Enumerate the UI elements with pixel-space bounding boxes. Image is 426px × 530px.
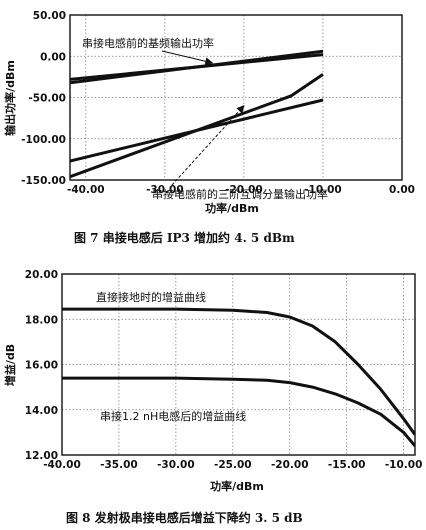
chart-ip3-annotation-2: 串接电感前的三阶互调分量输出功率 <box>152 187 328 201</box>
chart-gain-y-tick-label: 14.00 <box>25 405 58 417</box>
chart-ip3-y-tick-label: -150.00 <box>21 175 66 187</box>
chart-ip3-x-tick-label: -40.00 <box>67 184 105 196</box>
chart-ip3-y-tick-label: 50.00 <box>33 10 66 22</box>
chart-ip3-frame <box>69 14 403 181</box>
chart-ip3-y-tick-label: -100.00 <box>21 134 66 146</box>
chart-gain-x-tick-label: -20.00 <box>271 459 309 471</box>
chart-ip3-grid <box>70 15 402 180</box>
chart-gain-x-tick-label: -25.00 <box>214 459 252 471</box>
chart-gain-y-tick-label: 16.00 <box>25 360 58 372</box>
chart-ip3-caption: 图 7 串接电感后 IP3 增加约 4. 5 dBm <box>74 230 295 245</box>
chart-ip3-y-axis-label: 输出功率/dBm <box>3 60 17 136</box>
chart-gain-y-tick-label: 18.00 <box>25 314 58 326</box>
chart-gain-series-line-2 <box>62 376 415 447</box>
chart-gain-annotation-2: 串接1.2 nH电感后的增益曲线 <box>100 409 246 423</box>
chart-ip3-annotation-1: 串接电感前的基频输出功率 <box>82 36 214 50</box>
chart-ip3-y-tick-label: -50.00 <box>28 93 66 105</box>
chart-gain-x-tick-label: -30.00 <box>157 459 195 471</box>
chart-ip3: -40.00 -30.00 -20.00 -10.00 0.00 -150.00 -100… <box>3 10 415 245</box>
chart-ip3-x-tick-label: -30.00 <box>146 184 184 196</box>
chart-ip3-y-ticks: -150.00 -100.00 -50.00 0.00 50.00 <box>21 10 66 187</box>
chart-gain-grid <box>62 274 415 455</box>
chart-ip3-annotation-arrow-2 <box>171 105 245 186</box>
chart-ip3-series-line-2 <box>70 49 324 85</box>
chart-gain-x-tick-label: -15.00 <box>328 459 366 471</box>
chart-gain-x-tick-label: -40.00 <box>43 459 81 471</box>
chart-gain-caption: 图 8 发射极串接电感后增益下降约 3. 5 dB <box>66 510 303 525</box>
chart-gain-series-line-1 <box>62 307 415 436</box>
chart-ip3-series-group <box>70 49 324 179</box>
chart-gain-x-tick-label: -10.00 <box>385 459 423 471</box>
chart-ip3-y-tick-label: 0.00 <box>40 51 66 63</box>
chart-gain-y-ticks: 12.00 14.00 16.00 18.00 20.00 <box>25 269 58 462</box>
chart-gain-x-ticks: -40.00 -35.00 -30.00 -25.00 -20.00 -15.00 -10.… <box>43 459 422 471</box>
chart-gain-series-group <box>62 307 415 447</box>
chart-gain-x-tick-label: -35.00 <box>100 459 138 471</box>
chart-ip3-x-tick-label: -10.00 <box>304 184 342 196</box>
chart-ip3-x-tick-label: 0.00 <box>389 184 415 196</box>
chart-gain-y-tick-label: 12.00 <box>25 450 58 462</box>
chart-gain-annotation-1: 直接接地时的增益曲线 <box>96 290 206 304</box>
chart-gain-x-axis-label: 功率/dBm <box>210 479 264 493</box>
chart-gain: -40.00 -35.00 -30.00 -25.00 -20.00 -15.00 -10.… <box>3 269 422 525</box>
chart-ip3-series-line-4 <box>70 73 324 179</box>
chart-ip3-x-ticks: -40.00 -30.00 -20.00 -10.00 0.00 <box>67 184 415 196</box>
chart-gain-y-tick-label: 20.00 <box>25 269 58 281</box>
chart-gain-frame <box>61 273 416 456</box>
chart-ip3-annotation-arrow-1 <box>161 50 214 66</box>
chart-ip3-x-axis-label: 功率/dBm <box>205 201 259 215</box>
chart-gain-y-axis-label: 增益/dB <box>3 344 17 386</box>
chart-ip3-x-tick-label: -20.00 <box>225 184 263 196</box>
